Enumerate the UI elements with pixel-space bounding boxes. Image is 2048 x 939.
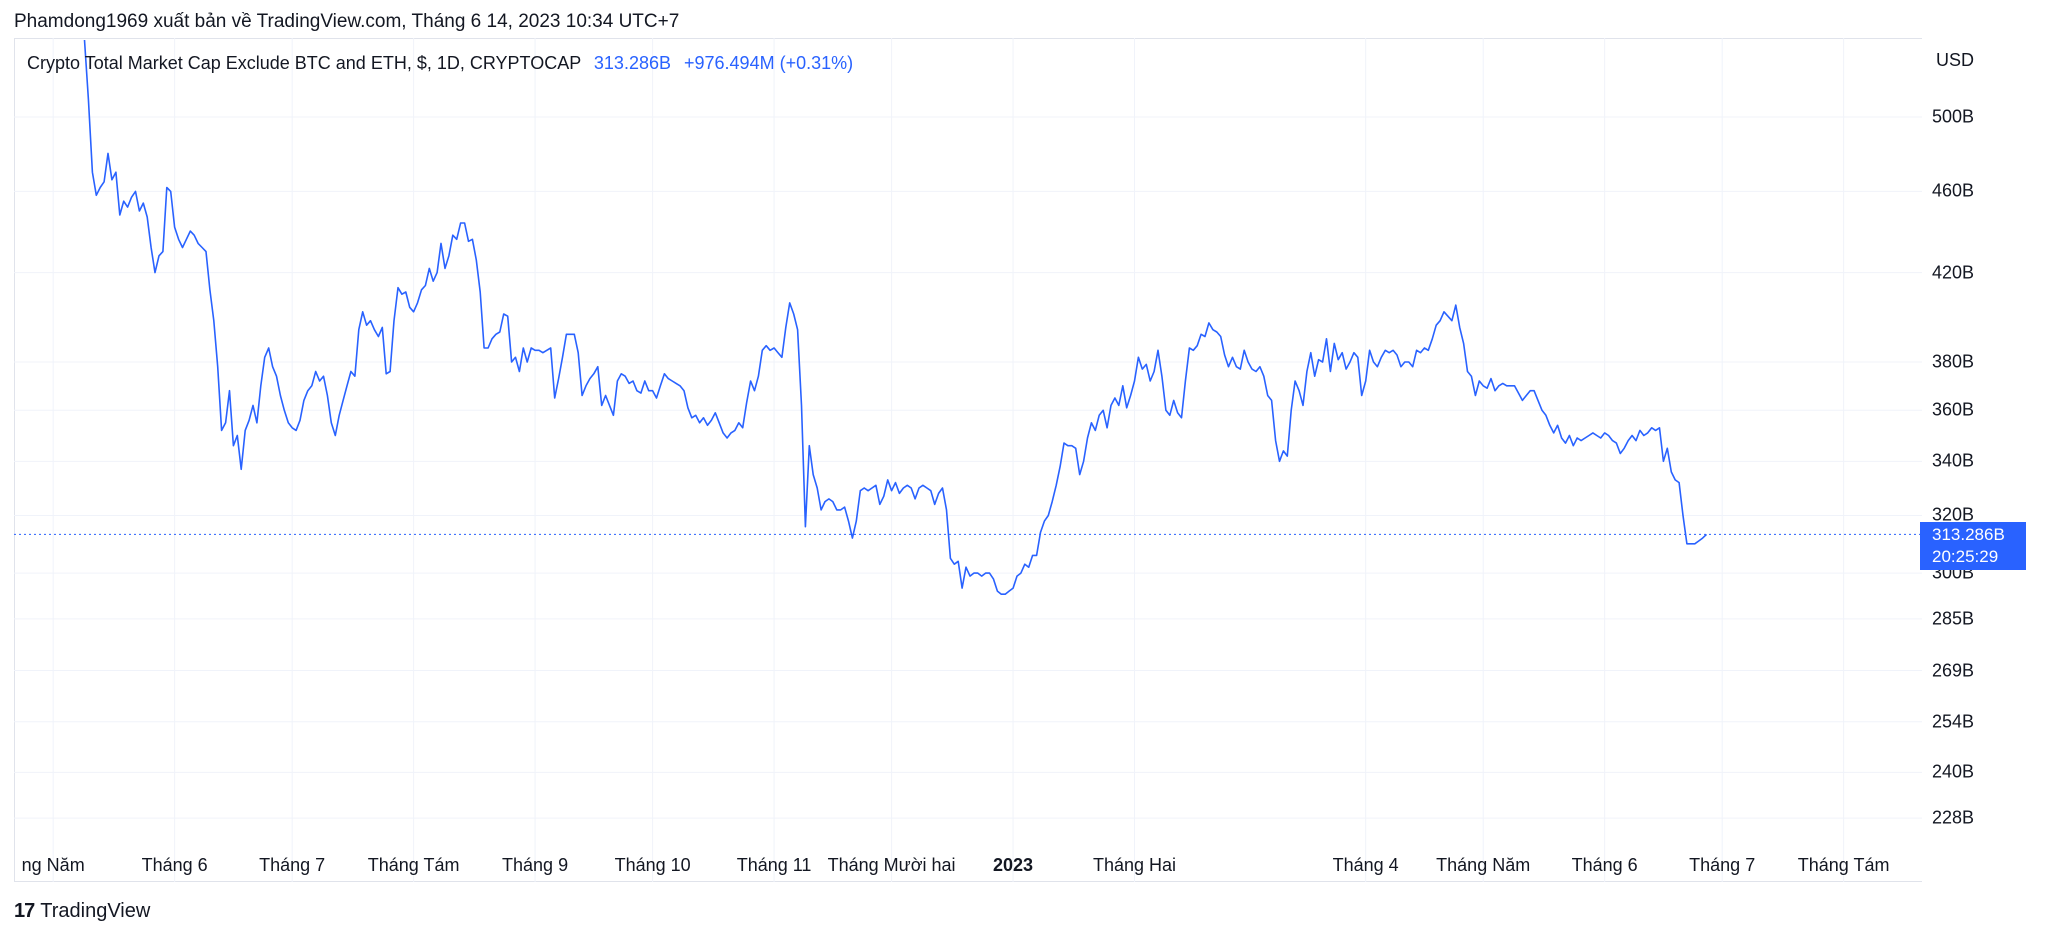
x-tick-label: Tháng Tám xyxy=(1797,855,1890,875)
x-tick-label: Tháng 10 xyxy=(614,855,691,875)
x-tick-label: Tháng 9 xyxy=(502,855,569,875)
x-tick-label: Tháng 7 xyxy=(259,855,326,875)
y-tick-label: 320B xyxy=(1932,504,1975,525)
series-line xyxy=(83,39,1708,595)
symbol-legend[interactable]: Crypto Total Market Cap Exclude BTC and … xyxy=(27,53,853,74)
y-tick-label: 240B xyxy=(1932,761,1975,782)
x-tick-label: Tháng Tám xyxy=(367,855,460,875)
symbol-name: Crypto Total Market Cap Exclude BTC and … xyxy=(27,53,581,73)
x-tick-label: Tháng 11 xyxy=(736,855,812,875)
currency-unit[interactable]: USD xyxy=(1936,50,1975,70)
y-tick-label: 380B xyxy=(1932,351,1975,372)
y-tick-label: 285B xyxy=(1932,608,1975,629)
y-tick-label: 340B xyxy=(1932,450,1975,471)
y-tick-label: 360B xyxy=(1932,399,1975,420)
x-tick-label: Tháng 6 xyxy=(141,855,208,875)
price-axis[interactable]: 500B 460B 420B 380B 360B 340B 320B 300B 285B 269B… xyxy=(1922,38,2048,882)
grid-lines xyxy=(14,38,1922,882)
x-tick-label: Tháng 6 xyxy=(1571,855,1638,875)
y-tick-label: 500B xyxy=(1932,106,1975,127)
y-tick-label: 460B xyxy=(1932,180,1975,201)
x-tick-label: Tháng 7 xyxy=(1689,855,1756,875)
tradingview-logo-icon: 17 xyxy=(14,900,35,922)
x-tick-label: Tháng Hai xyxy=(1092,855,1177,875)
brand-footer[interactable]: 17 TradingView xyxy=(14,900,150,923)
y-tick-label: 269B xyxy=(1932,660,1975,680)
brand-name: TradingView xyxy=(40,900,151,922)
x-tick-label: Tháng 4 xyxy=(1332,855,1399,875)
last-value: 313.286B xyxy=(593,53,671,73)
change-value: +976.494M (+0.31%) xyxy=(684,53,854,73)
x-tick-label: 2023 xyxy=(993,855,1034,875)
last-price-tag: 313.286B 20:25:29 xyxy=(1920,522,2026,571)
x-tick-label: Tháng Mười hai xyxy=(827,855,956,875)
y-tick-label: 228B xyxy=(1932,807,1975,828)
y-tick-label: 420B xyxy=(1932,262,1975,283)
x-tick-label: ng Năm xyxy=(21,855,85,875)
x-tick-label: Tháng Năm xyxy=(1436,855,1531,875)
chart-pane[interactable] xyxy=(14,38,1922,882)
price-tag-value: 313.286B xyxy=(1932,525,2005,545)
y-tick-label: 254B xyxy=(1932,711,1975,732)
publisher-line: Phamdong1969 xuất bản về TradingView.com… xyxy=(14,11,680,32)
price-tag-countdown: 20:25:29 xyxy=(1932,547,1999,567)
